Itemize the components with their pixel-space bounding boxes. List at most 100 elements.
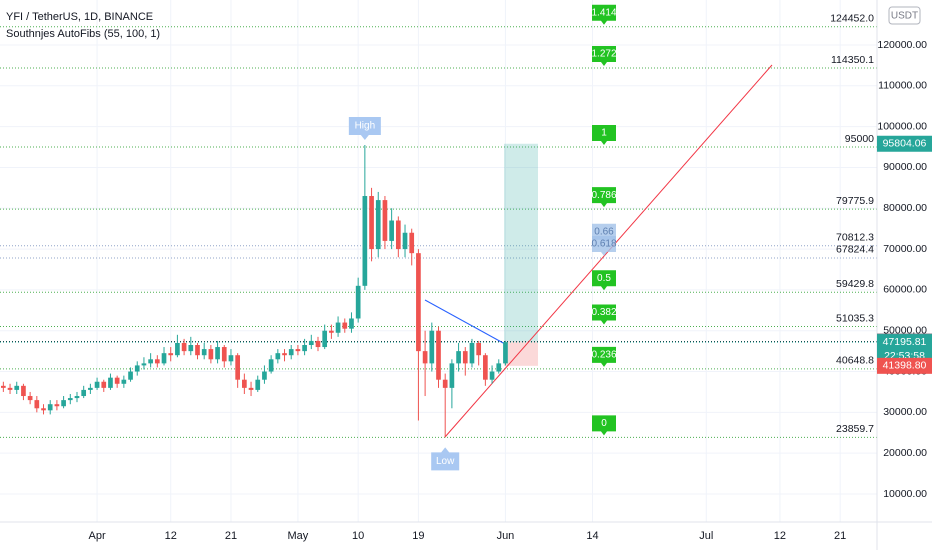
fib-price-label: 124452.0 xyxy=(830,13,874,25)
candle-body xyxy=(148,359,153,364)
candle-body xyxy=(21,385,26,397)
fib-price-label: 70812.3 xyxy=(836,232,874,244)
candle-body xyxy=(228,355,234,362)
candle-body xyxy=(262,371,267,380)
candle-body xyxy=(282,353,287,356)
y-tick-label: 30000.00 xyxy=(883,406,927,418)
low-marker xyxy=(431,447,460,471)
currency-box[interactable] xyxy=(888,6,921,25)
candle-body xyxy=(315,340,321,348)
target-zone xyxy=(504,143,538,342)
candle-body xyxy=(154,359,160,364)
candle-body xyxy=(369,196,374,250)
candle-body xyxy=(395,220,401,250)
candle-body xyxy=(275,353,281,360)
fib-tag xyxy=(592,304,616,325)
fib-price-label: 51035.3 xyxy=(836,312,874,324)
candle-body xyxy=(409,232,415,254)
y-tick-label: 120000.00 xyxy=(877,39,927,51)
fib-price-label: 79775.9 xyxy=(836,195,874,207)
candle-body xyxy=(81,389,87,397)
candle-body xyxy=(168,353,174,356)
symbol-title: YFI / TetherUS, 1D, BINANCE xyxy=(6,11,153,23)
candle-body xyxy=(88,387,93,390)
fib-tag xyxy=(592,187,616,208)
price-tag-label: 47195.81 xyxy=(883,336,927,348)
candle-body xyxy=(329,330,334,333)
candle-body xyxy=(496,363,502,372)
candle-body xyxy=(248,387,254,390)
candle-body xyxy=(416,253,421,352)
y-tick-label: 80000.00 xyxy=(883,202,927,214)
fib-tag xyxy=(592,46,616,67)
candle-body xyxy=(335,322,341,333)
candle-body xyxy=(442,379,448,388)
indicator-title: Southnjes AutoFibs (55, 100, 1) xyxy=(6,28,160,40)
x-tick-label: 12 xyxy=(165,530,177,542)
candle-body xyxy=(302,345,307,352)
candle-body xyxy=(195,345,200,356)
y-tick-label: 20000.00 xyxy=(883,447,927,459)
candle-body xyxy=(288,349,294,356)
fib-tags: 1.414 1.272 1 0.786 0.66 0.618 0.5 0.382 0.236 0 H… xyxy=(348,4,617,471)
price-tag xyxy=(877,135,932,152)
candle-body xyxy=(74,396,80,399)
candle-body xyxy=(436,330,441,380)
candle-body xyxy=(349,318,354,329)
x-tick-label: Jul xyxy=(699,530,713,542)
candle-body xyxy=(27,396,33,401)
fib-ratio-label: 0.382 xyxy=(591,307,616,318)
fib-tag xyxy=(592,346,616,367)
candle-body xyxy=(54,404,60,407)
x-tick-label: 21 xyxy=(834,530,846,542)
candle-body xyxy=(489,371,495,380)
candle-body xyxy=(208,349,214,360)
y-tick-label: 10000.00 xyxy=(883,488,927,500)
candle-body xyxy=(14,385,20,390)
candle-body xyxy=(215,347,220,360)
candle-body xyxy=(141,363,147,366)
candle-body xyxy=(382,200,388,241)
candle-body xyxy=(1,385,6,388)
candle-body xyxy=(235,355,241,380)
fib-price-label: 114350.1 xyxy=(831,54,874,66)
high-marker xyxy=(348,116,381,140)
high-label: High xyxy=(355,121,376,132)
x-tick-label: May xyxy=(288,530,309,542)
candle-body xyxy=(375,200,381,250)
axes: 10000.0020000.0030000.0040000.0050000.00… xyxy=(89,39,932,542)
y-tick-label: 50000.00 xyxy=(883,325,927,337)
candle-body xyxy=(7,387,13,390)
candle-body xyxy=(188,345,194,352)
candle-body xyxy=(67,398,73,401)
candle-body xyxy=(121,379,127,384)
fib-price-label: 95000 xyxy=(845,133,874,145)
candle-body xyxy=(389,220,394,241)
fib-tag xyxy=(592,270,616,291)
fib-ratio-label: 0.236 xyxy=(591,350,616,361)
x-tick-label: 10 xyxy=(352,530,364,542)
fib-ratio-label: 0.786 xyxy=(591,190,616,201)
candle-body xyxy=(101,381,107,388)
x-tick-label: Apr xyxy=(89,530,106,542)
candle-body xyxy=(295,349,301,352)
fib-ratio-label: 1 xyxy=(601,128,607,139)
y-tick-label: 100000.00 xyxy=(877,120,927,132)
x-tick-label: 12 xyxy=(774,530,786,542)
stop-zone xyxy=(504,341,538,366)
candle-body xyxy=(456,351,461,364)
y-tick-label: 90000.00 xyxy=(883,161,927,173)
candle-body xyxy=(161,353,167,364)
fib-tag xyxy=(592,4,616,25)
x-tick-label: 19 xyxy=(412,530,424,542)
fib-tag xyxy=(592,125,616,146)
currency[interactable]: USDT xyxy=(891,11,918,22)
candle-body xyxy=(255,379,261,390)
fib-price-label: 23859.7 xyxy=(836,423,874,435)
candles xyxy=(1,144,508,438)
price-tag xyxy=(877,357,932,374)
candle-body xyxy=(128,371,133,380)
candle-body xyxy=(422,351,428,364)
candle-body xyxy=(449,363,455,388)
